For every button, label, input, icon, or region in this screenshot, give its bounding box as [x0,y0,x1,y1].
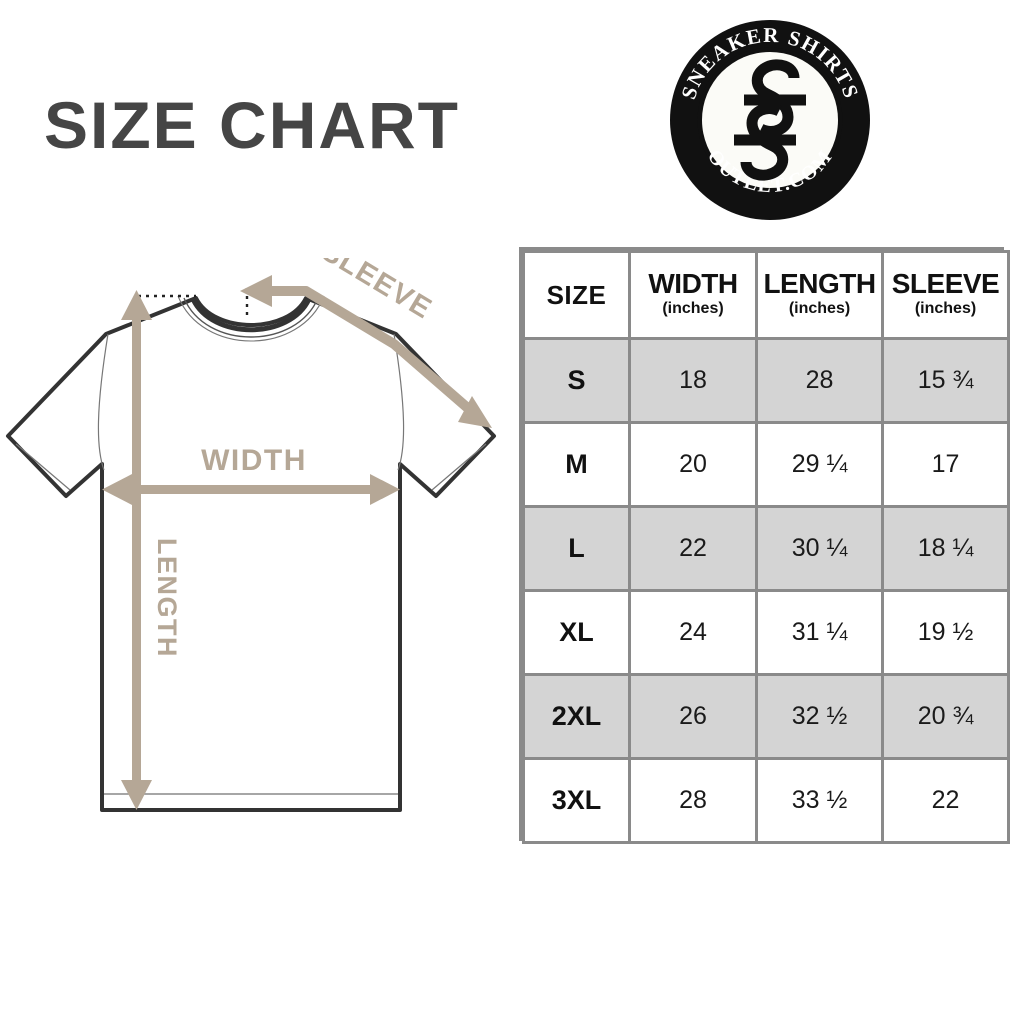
right-armhole-seam [393,333,405,471]
cell-size-2xl: 2XL [522,673,631,760]
logo-inner-disc [702,52,838,188]
column-header-length-units: (inches) [788,300,851,318]
cell-size-3xl: 3XL [522,757,631,844]
cell-size-xl: XL [522,589,631,676]
size-chart-table-container: SIZE WIDTH (inches) LENGTH (inches) SLEE… [519,247,1010,844]
cell-length-xl: 31 ¼ [755,589,884,676]
collar-outer-line [190,297,312,333]
column-header-sleeve-label: SLEEVE [891,268,1000,300]
cell-length-m: 29 ¼ [755,421,884,508]
width-label: WIDTH [201,444,307,477]
cell-length-2xl: 32 ½ [755,673,884,760]
cell-size-l: L [522,505,631,592]
column-header-size: SIZE [522,250,631,340]
column-header-width: WIDTH (inches) [628,250,758,340]
collar-top-line [177,295,325,342]
cell-width-3xl: 28 [628,757,758,844]
cell-width-s: 18 [628,337,758,424]
page-title: SIZE CHART [44,88,460,162]
cell-sleeve-xl: 19 ½ [881,589,1010,676]
logo-inner-ring [697,47,843,193]
width-measure-arrow [102,474,400,505]
cell-width-2xl: 26 [628,673,758,760]
length-measure-arrow [121,290,152,810]
left-armhole-seam [97,333,109,471]
table-row: L 22 30 ¼ 18 ¼ [522,505,1010,592]
sleeve-measure-arrow [264,286,474,414]
tshirt-measurement-diagram: WIDTH LENGTH SLEEVE [0,258,512,850]
table-row: 2XL 26 32 ½ 20 ¾ [522,673,1010,760]
column-header-sleeve: SLEEVE (inches) [881,250,1010,340]
table-row: M 20 29 ¼ 17 [522,421,1010,508]
column-header-length: LENGTH (inches) [755,250,884,340]
left-sleeve-hem-line [15,443,71,491]
sneaker-shirts-outlet-logo: SNEAKER SHIRTS OUTLET.COM [666,16,874,224]
cell-length-l: 30 ¼ [755,505,884,592]
column-header-size-label: SIZE [546,280,607,310]
cell-length-3xl: 33 ½ [755,757,884,844]
tshirt-outline [6,296,496,812]
table-row: 3XL 28 33 ½ 22 [522,757,1010,844]
column-header-width-label: WIDTH [648,268,738,300]
cell-sleeve-2xl: 20 ¾ [881,673,1010,760]
logo-monogram-icon [734,59,806,181]
length-label: LENGTH [152,538,182,658]
collar-inner-line [183,297,319,338]
column-header-length-label: LENGTH [763,268,876,300]
cell-sleeve-l: 18 ¼ [881,505,1010,592]
cell-sleeve-3xl: 22 [881,757,1010,844]
column-header-width-units: (inches) [662,300,724,318]
cell-size-s: S [522,337,631,424]
cell-width-m: 20 [628,421,758,508]
table-header-row: SIZE WIDTH (inches) LENGTH (inches) SLEE… [522,250,1010,340]
cell-sleeve-m: 17 [881,421,1010,508]
right-sleeve-hem-line [431,443,487,491]
table-row: S 18 28 15 ¾ [522,337,1010,424]
size-chart-table: SIZE WIDTH (inches) LENGTH (inches) SLEE… [522,250,1010,844]
cell-width-xl: 24 [628,589,758,676]
column-header-sleeve-units: (inches) [914,300,977,318]
cell-length-s: 28 [755,337,884,424]
sleeve-arrow-heads [240,275,492,428]
cell-sleeve-s: 15 ¾ [881,337,1010,424]
cell-width-l: 22 [628,505,758,592]
table-row: XL 24 31 ¼ 19 ½ [522,589,1010,676]
cell-size-m: M [522,421,631,508]
